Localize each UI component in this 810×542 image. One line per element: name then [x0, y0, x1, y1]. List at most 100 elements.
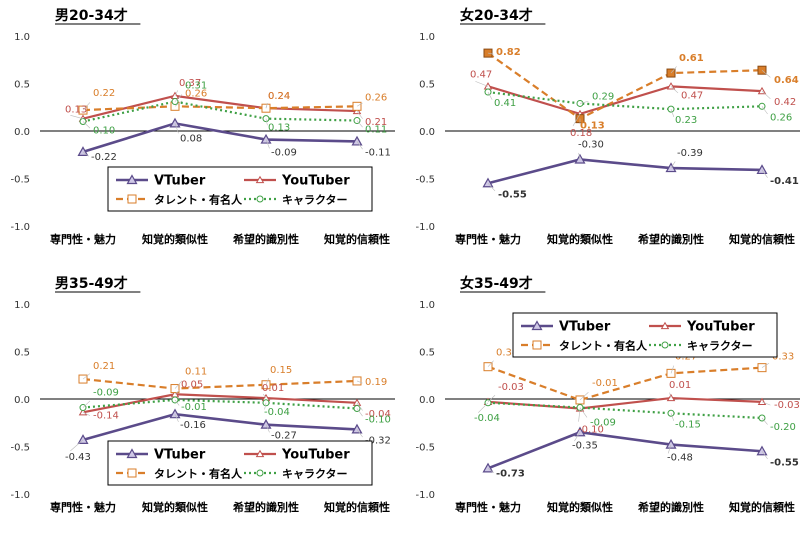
data-label-leader	[579, 407, 588, 418]
data-label-leader	[578, 152, 581, 160]
vtuber-data-label: -0.39	[677, 148, 703, 159]
talent-data-label: 0.24	[268, 91, 290, 102]
data-label-leader	[174, 390, 180, 395]
data-label-leader	[174, 414, 179, 423]
youtuber-data-label: 0.18	[570, 128, 592, 139]
x-tick-label: 希望的識別性	[232, 232, 299, 246]
character-point	[256, 195, 264, 203]
character-point	[262, 399, 270, 407]
x-tick-label: 知覚的信頼性	[728, 232, 795, 246]
y-tick-label: 0.0	[14, 127, 30, 138]
data-label-leader	[487, 52, 494, 55]
chart-4: 女35-49才 1.0 0.5 0.0 -0.5 -1.0 専門性・魅力 知覚的類似性 希望的識…	[415, 275, 800, 514]
data-label-leader	[174, 100, 183, 107]
talent-point	[127, 468, 137, 478]
data-label-leader	[82, 102, 91, 111]
data-label-leader	[174, 123, 179, 134]
talent-point	[575, 395, 585, 405]
vtuber-point	[126, 448, 138, 459]
youtuber-data-label: 0.01	[262, 383, 284, 394]
talent-line	[82, 105, 358, 112]
chart-2: 女20-34才 1.0 0.5 0.0 -0.5 -1.0 専門性・魅力 知覚的類似性 希望的識…	[415, 7, 800, 246]
character-data-label: -0.09	[93, 388, 119, 399]
legend-youtuber-label: YouTuber	[686, 320, 755, 335]
vtuber-data-label: -0.41	[770, 176, 799, 187]
vtuber-data-label: -0.35	[572, 440, 598, 451]
talent-point	[127, 194, 137, 204]
data-label-leader	[670, 66, 677, 74]
data-label-leader	[356, 429, 363, 438]
data-label-leader	[667, 444, 672, 454]
data-label-leader	[487, 360, 494, 367]
talent-data-label: 0.13	[580, 121, 605, 132]
talent-data-label: 0.34	[496, 348, 518, 359]
character-data-label: 0.41	[494, 98, 516, 109]
y-tick-label: 1.0	[419, 32, 435, 43]
x-tick-label: 専門性・魅力	[455, 232, 521, 246]
vtuber-point	[260, 418, 272, 429]
legend-talent-label: タレント・有名人	[154, 467, 243, 481]
character-line	[82, 100, 358, 123]
vtuber-point	[482, 177, 494, 188]
x-tick-label: 知覚的信頼性	[728, 500, 795, 514]
vtuber-point	[126, 174, 138, 185]
data-label-leader	[761, 69, 771, 78]
data-label-leader	[487, 395, 496, 403]
youtuber-data-label: 0.13	[65, 105, 87, 116]
youtuber-line	[487, 85, 763, 116]
talent-data-label: 0.19	[365, 377, 387, 388]
data-label-leader	[265, 424, 270, 433]
talent-data-label: 0.64	[774, 75, 799, 86]
data-label-leader	[670, 365, 675, 374]
vtuber-data-label: -0.55	[498, 189, 527, 200]
data-label-leader	[670, 413, 675, 422]
legend-vtuber-label: VTuber	[559, 320, 611, 335]
vtuber-data-label: -0.55	[770, 457, 799, 468]
vtuber-point	[169, 408, 181, 419]
data-label-leader	[572, 113, 581, 127]
data-label-leader	[356, 102, 363, 107]
data-label-leader	[82, 400, 91, 408]
legend-box	[107, 440, 373, 486]
character-line	[82, 398, 358, 410]
legend-vtuber-label: VTuber	[154, 448, 206, 463]
youtuber-data-label: 0.01	[669, 380, 691, 391]
x-tick-label: 専門性・魅力	[50, 500, 116, 514]
vtuber-data-label: -0.43	[65, 452, 91, 463]
character-data-label: -0.04	[264, 407, 290, 418]
character-data-label: 0.29	[592, 91, 614, 102]
vtuber-line	[487, 158, 763, 185]
talent-line	[487, 365, 763, 402]
youtuber-data-label: 0.47	[681, 90, 703, 101]
vtuber-data-label: -0.48	[667, 453, 693, 464]
youtuber-point	[757, 86, 767, 95]
data-label-leader	[670, 161, 676, 169]
y-tick-label: 0.5	[14, 80, 30, 91]
y-tick-label: 1.0	[419, 300, 435, 311]
y-tick-label: -0.5	[10, 443, 30, 454]
talent-point	[483, 362, 493, 372]
data-label-leader	[82, 373, 91, 380]
data-label-leader	[174, 90, 179, 96]
data-label-leader	[578, 408, 581, 422]
vtuber-data-label: -0.11	[365, 147, 391, 158]
vtuber-data-label: -0.30	[578, 140, 604, 151]
talent-data-label: 0.22	[93, 88, 115, 99]
x-tick-label: 知覚的類似性	[141, 232, 208, 246]
character-data-label: -0.01	[181, 402, 207, 413]
talent-point	[666, 368, 676, 378]
data-label-leader	[356, 110, 363, 119]
youtuber-data-label: 0.21	[365, 117, 387, 128]
y-tick-label: 0.5	[419, 80, 435, 91]
data-label-leader	[487, 468, 494, 473]
legend-youtuber-label: YouTuber	[281, 448, 350, 463]
data-label-leader	[574, 432, 581, 442]
talent-data-label: 0.82	[496, 47, 521, 58]
data-label-leader	[82, 412, 91, 416]
youtuber-point	[660, 321, 670, 330]
data-label-leader	[761, 90, 771, 100]
y-tick-label: -1.0	[415, 222, 435, 233]
vtuber-point	[351, 423, 363, 434]
